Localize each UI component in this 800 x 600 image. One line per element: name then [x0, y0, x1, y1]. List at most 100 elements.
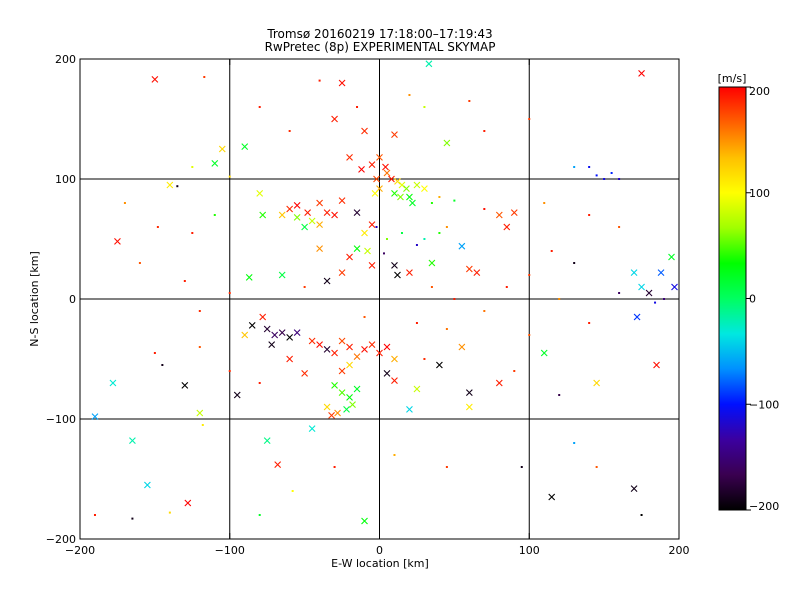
data-point — [318, 79, 321, 82]
data-point — [161, 364, 164, 366]
data-point — [388, 175, 395, 183]
data-point — [278, 329, 286, 336]
data-point — [361, 517, 368, 525]
data-point — [383, 343, 391, 351]
data-point — [391, 262, 398, 269]
data-point — [334, 409, 341, 417]
data-point — [338, 337, 346, 345]
data-point — [259, 313, 267, 321]
data-point — [241, 331, 249, 339]
data-point — [286, 355, 294, 363]
data-point — [458, 343, 466, 351]
x-axis-label: E-W location [km] — [331, 557, 429, 570]
data-point — [346, 343, 353, 351]
data-point — [316, 341, 323, 348]
data-point — [653, 361, 660, 369]
y-tick-label: 100 — [55, 173, 76, 186]
colorbar-tick-label: −100 — [749, 398, 779, 411]
data-point — [201, 424, 204, 426]
data-point — [114, 238, 121, 245]
colorbar-tick-label: −200 — [749, 500, 779, 513]
data-point — [176, 185, 179, 188]
data-point — [228, 370, 231, 372]
data-point — [558, 298, 561, 300]
data-point — [638, 70, 645, 77]
y-tick-label: −100 — [46, 413, 76, 426]
data-point — [278, 271, 286, 279]
data-point — [338, 389, 346, 396]
data-point — [286, 205, 294, 213]
data-point — [338, 269, 346, 276]
colorbar-tick-label: 200 — [749, 85, 770, 98]
data-point — [528, 274, 531, 276]
data-point — [550, 250, 553, 252]
chart-subtitle: RwPretec (8p) EXPERIMENTAL SKYMAP — [265, 40, 496, 54]
data-point — [375, 226, 378, 228]
data-point — [353, 245, 361, 252]
data-point — [495, 379, 503, 387]
data-point — [588, 214, 591, 216]
data-point — [181, 382, 189, 389]
colorbar-tick-label: 0 — [749, 293, 756, 306]
data-point — [123, 202, 126, 204]
data-point — [376, 154, 383, 161]
data-point — [245, 274, 253, 281]
data-point — [153, 352, 156, 354]
data-point — [346, 394, 353, 401]
data-point — [241, 143, 249, 150]
data-point — [573, 166, 576, 168]
data-point — [385, 238, 388, 240]
data-point — [443, 139, 451, 147]
y-axis-label: N-S location [km] — [28, 251, 41, 347]
data-point — [258, 514, 261, 516]
data-point — [398, 181, 406, 189]
data-point — [618, 292, 621, 294]
data-point — [353, 385, 361, 393]
data-point — [184, 499, 192, 507]
data-point — [363, 316, 366, 318]
data-point — [394, 178, 401, 185]
data-point — [91, 413, 99, 420]
data-point — [593, 379, 601, 387]
data-point — [346, 154, 353, 161]
y-tick-label: −200 — [46, 533, 76, 546]
data-point — [301, 370, 309, 377]
data-point — [293, 214, 301, 221]
data-point — [248, 322, 256, 329]
data-point — [358, 166, 365, 173]
data-point — [391, 131, 398, 138]
data-point — [413, 385, 421, 393]
data-point — [453, 298, 456, 300]
x-tick-label: 200 — [669, 544, 690, 557]
colorbar — [718, 86, 747, 511]
axis-ticks: −200 −100 0 100 200 −200 −100 0 100 200 — [46, 53, 690, 557]
data-point — [196, 409, 204, 417]
data-point — [645, 289, 653, 297]
data-point — [406, 193, 413, 201]
data-point — [595, 466, 598, 468]
data-point — [588, 166, 591, 168]
data-point — [630, 485, 638, 492]
data-point — [368, 221, 376, 228]
data-point — [603, 178, 606, 180]
data-point — [331, 211, 338, 219]
data-point — [151, 76, 159, 83]
data-point — [445, 226, 448, 228]
data-point — [430, 286, 433, 288]
data-point — [333, 466, 336, 468]
data-point — [406, 269, 413, 276]
data-point — [421, 185, 428, 192]
data-point — [458, 242, 466, 250]
data-point — [573, 442, 576, 444]
data-point — [308, 217, 316, 225]
data-point — [271, 331, 279, 339]
data-point — [423, 106, 426, 108]
data-point — [400, 232, 403, 234]
data-point — [428, 259, 436, 267]
data-point — [156, 226, 159, 228]
x-tick-label: 0 — [376, 544, 383, 557]
data-point — [445, 466, 448, 468]
data-point — [131, 517, 134, 520]
data-point — [166, 181, 174, 189]
data-point — [259, 211, 267, 219]
